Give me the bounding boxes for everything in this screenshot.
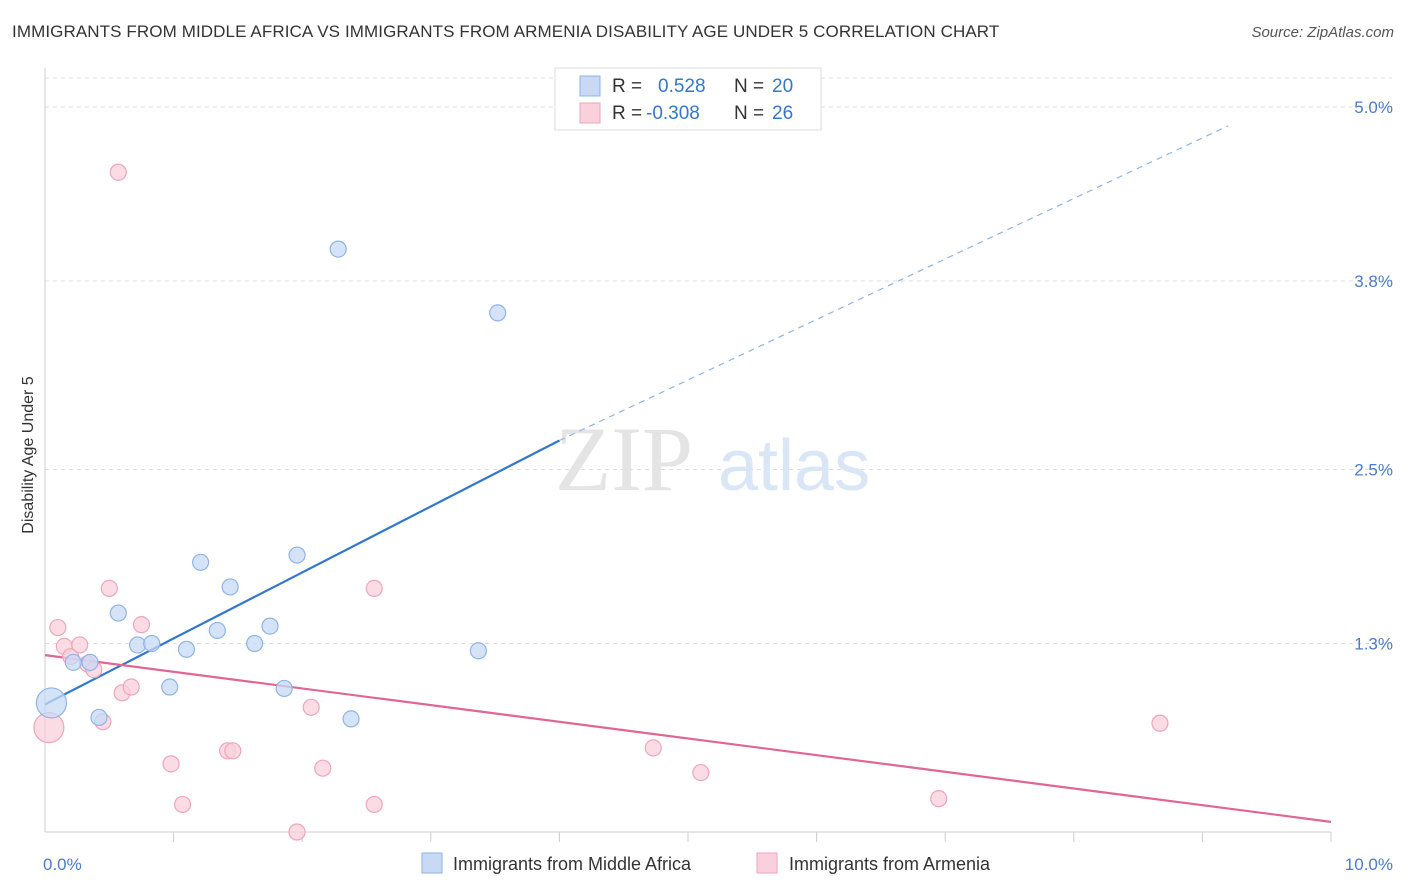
legend-r-label-1: R = [612,76,642,97]
y-axis-label: Disability Age Under 5 [20,376,37,534]
data-point-armenia [71,636,89,654]
data-point-middle-africa [329,240,347,258]
trend-line-middle-africa [44,439,560,706]
legend-n-label-1: N = [734,76,764,97]
data-point-middle-africa [261,617,279,635]
data-point-armenia [302,698,320,716]
data-point-armenia [49,618,67,637]
y-tick-label: 5.0% [1354,98,1393,117]
data-point-armenia [365,579,383,598]
bottom-legend-label-2: Immigrants from Armenia [789,854,991,874]
data-point-middle-africa [64,653,82,671]
data-point-armenia [162,755,180,773]
trend-lines [44,125,1332,823]
data-point-middle-africa [128,636,147,654]
legend-n-value-1: 20 [772,76,793,97]
legend-swatch-blue [579,75,601,97]
legend-r-value-1: 0.528 [658,76,706,97]
watermark-atlas: atlas [718,426,870,506]
y-tick-label: 2.5% [1354,461,1393,480]
legend-n-value-2: 26 [772,103,793,124]
legend-r-label-2: R = [612,103,642,124]
data-point-armenia [100,579,118,598]
bottom-legend-swatch-pink [756,852,778,874]
x-tick-label-start: 0.0% [43,855,82,874]
data-point-armenia [109,163,127,181]
legend-n-label-2: N = [734,103,764,124]
data-point-armenia [224,742,242,760]
data-point-middle-africa [35,687,68,719]
data-point-middle-africa [288,546,306,564]
watermark-zip: ZIP [555,408,693,510]
data-point-armenia [692,763,710,782]
chart-title: IMMIGRANTS FROM MIDDLE AFRICA VS IMMIGRA… [12,22,1000,41]
top-legend: R = 0.528 N = 20 R = -0.308 N = 26 [554,67,822,131]
data-point-middle-africa [489,304,507,322]
grid-lines [45,77,1392,644]
data-point-middle-africa [177,640,196,658]
data-point-middle-africa [81,653,99,671]
data-point-armenia [174,795,192,814]
bottom-legend-label-1: Immigrants from Middle Africa [453,854,692,874]
data-point-middle-africa [109,604,127,622]
data-point-middle-africa [161,678,179,696]
data-point-middle-africa [275,679,293,698]
data-point-middle-africa [90,708,108,727]
trend-line-middle-africa-extension [559,125,1229,442]
data-point-middle-africa [246,634,264,653]
data-point-armenia [644,739,662,757]
legend-swatch-pink [579,102,601,124]
y-tick-labels: 1.3% 2.5% 3.8% 5.0% [1354,98,1393,654]
data-point-armenia [365,795,383,814]
data-point-middle-africa [192,553,210,571]
y-tick-label: 1.3% [1354,635,1393,654]
x-tick-label-end: 10.0% [1345,855,1393,874]
bottom-legend: Immigrants from Middle Africa Immigrants… [421,852,991,874]
data-point-armenia [314,759,332,777]
data-point-armenia [132,616,151,634]
y-tick-label: 3.8% [1354,272,1393,291]
data-point-middle-africa [221,578,239,596]
legend-r-value-2: -0.308 [646,103,700,124]
source-label: Source: ZipAtlas.com [1251,24,1394,41]
bottom-legend-swatch-blue [421,852,443,874]
data-point-armenia [288,823,306,841]
data-point-armenia [122,678,140,696]
data-point-middle-africa [469,642,487,660]
trend-line-armenia [44,654,1332,823]
data-point-armenia [1151,714,1169,732]
data-point-middle-africa [342,710,360,728]
data-point-armenia [930,790,948,808]
x-tick-labels: 0.0% 10.0% [43,855,1393,874]
data-point-middle-africa [143,634,161,653]
data-point-middle-africa [208,621,226,640]
data-points [33,163,1169,841]
